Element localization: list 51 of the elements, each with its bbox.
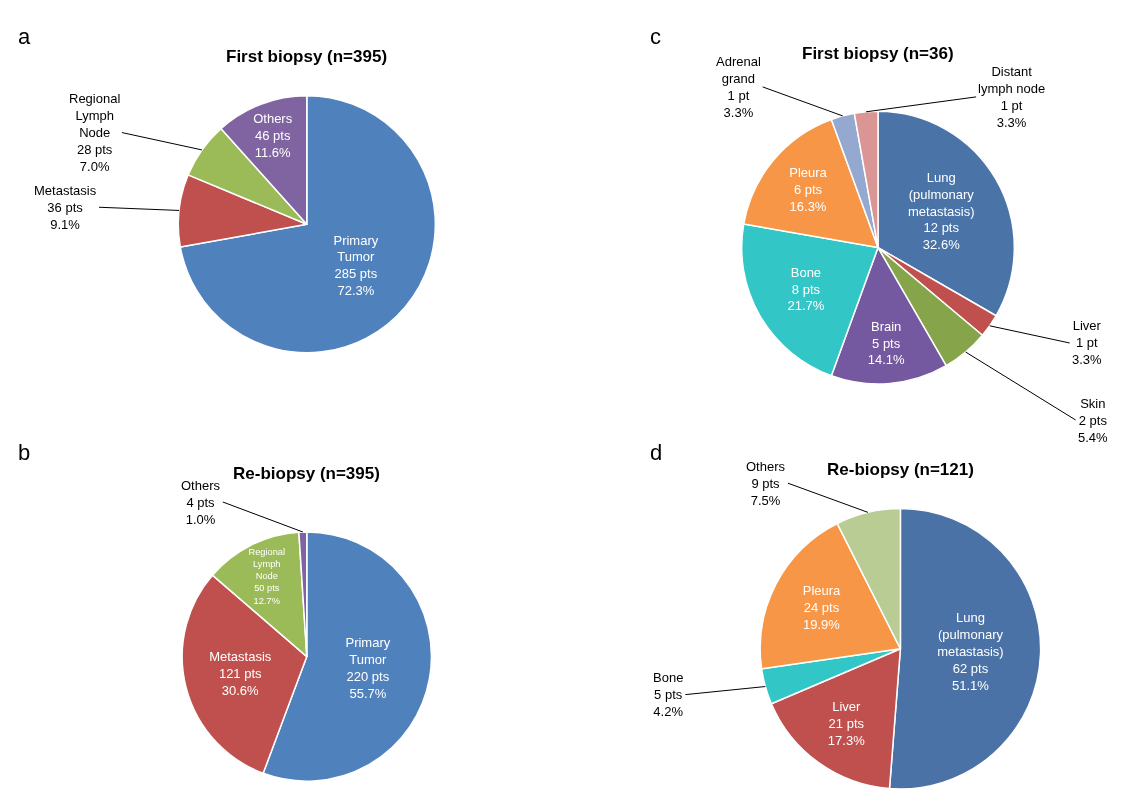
data-label: 1 pt 3.3% bbox=[996, 97, 1027, 130]
data-label: 5 pts 14.1% bbox=[867, 335, 905, 368]
slice-label: Liver bbox=[1072, 318, 1102, 333]
data-label: 46 pts 11.6% bbox=[254, 128, 292, 161]
data-label: 9 pts 7.5% bbox=[750, 475, 781, 508]
slice-label: Others bbox=[253, 111, 293, 127]
slice-label: Liver bbox=[832, 699, 862, 715]
chart-title: First biopsy (n=36) bbox=[802, 44, 954, 63]
data-label: 62 pts 51.1% bbox=[952, 660, 990, 693]
slice-label: Metastasis bbox=[34, 183, 97, 198]
data-label: 28 pts 7.0% bbox=[76, 141, 113, 174]
data-label: 121 pts 30.6% bbox=[218, 666, 263, 698]
data-label: 8 pts 21.7% bbox=[787, 281, 825, 314]
slice-label: Pleura bbox=[789, 164, 828, 180]
data-label: 12 pts 32.6% bbox=[922, 220, 961, 253]
text: d bbox=[650, 440, 663, 465]
chart-title: Re-biopsy (n=395) bbox=[233, 464, 380, 483]
text: c bbox=[650, 24, 661, 49]
pie-slice bbox=[179, 94, 437, 354]
slice-label: Lung (pulmonary metastasis) bbox=[908, 169, 975, 219]
slice-label: Adrenal grand bbox=[716, 54, 761, 86]
slice-label: Others bbox=[181, 478, 221, 493]
data-label: 1 pt 3.3% bbox=[723, 87, 754, 120]
data-label: 50 pts 12.7% bbox=[253, 583, 280, 606]
slice-label: Skin bbox=[1080, 396, 1106, 411]
slice-label: Others bbox=[746, 459, 786, 474]
chart-title: Re-biopsy (n=121) bbox=[827, 460, 974, 479]
slice-label: Primary Tumor bbox=[345, 634, 391, 667]
data-label: 24 pts 19.9% bbox=[803, 600, 841, 633]
chart-title: First biopsy (n=395) bbox=[226, 47, 388, 66]
slice-label: Pleura bbox=[802, 583, 842, 599]
slice-label: Brain bbox=[870, 318, 902, 334]
data-label: 220 pts 55.7% bbox=[346, 668, 390, 701]
data-label: 5 pts 4.2% bbox=[653, 686, 684, 719]
slice-label: Lung (pulmonary metastasis) bbox=[937, 610, 1004, 660]
data-label: 2 pts 5.4% bbox=[1078, 412, 1109, 445]
data-label: 21 pts 17.3% bbox=[827, 716, 866, 749]
text: a bbox=[18, 24, 31, 49]
data-label: 1 pt 3.3% bbox=[1072, 334, 1103, 367]
slice-label: Bone bbox=[790, 264, 822, 280]
slice-label: Metastasis bbox=[209, 649, 272, 665]
slice-label: Regional Lymph Node bbox=[248, 547, 286, 582]
data-label: 6 pts 16.3% bbox=[789, 181, 827, 214]
text: b bbox=[18, 440, 31, 465]
slice-label: Bone bbox=[653, 670, 684, 685]
data-label: 36 pts 9.1% bbox=[47, 199, 84, 232]
slice-label: Distant lymph node bbox=[978, 64, 1046, 96]
data-label: 285 pts 72.3% bbox=[334, 266, 378, 299]
slice-label: Primary Tumor bbox=[333, 232, 379, 265]
data-label: 4 pts 1.0% bbox=[185, 494, 216, 527]
slice-label: Regional Lymph Node bbox=[69, 91, 121, 140]
